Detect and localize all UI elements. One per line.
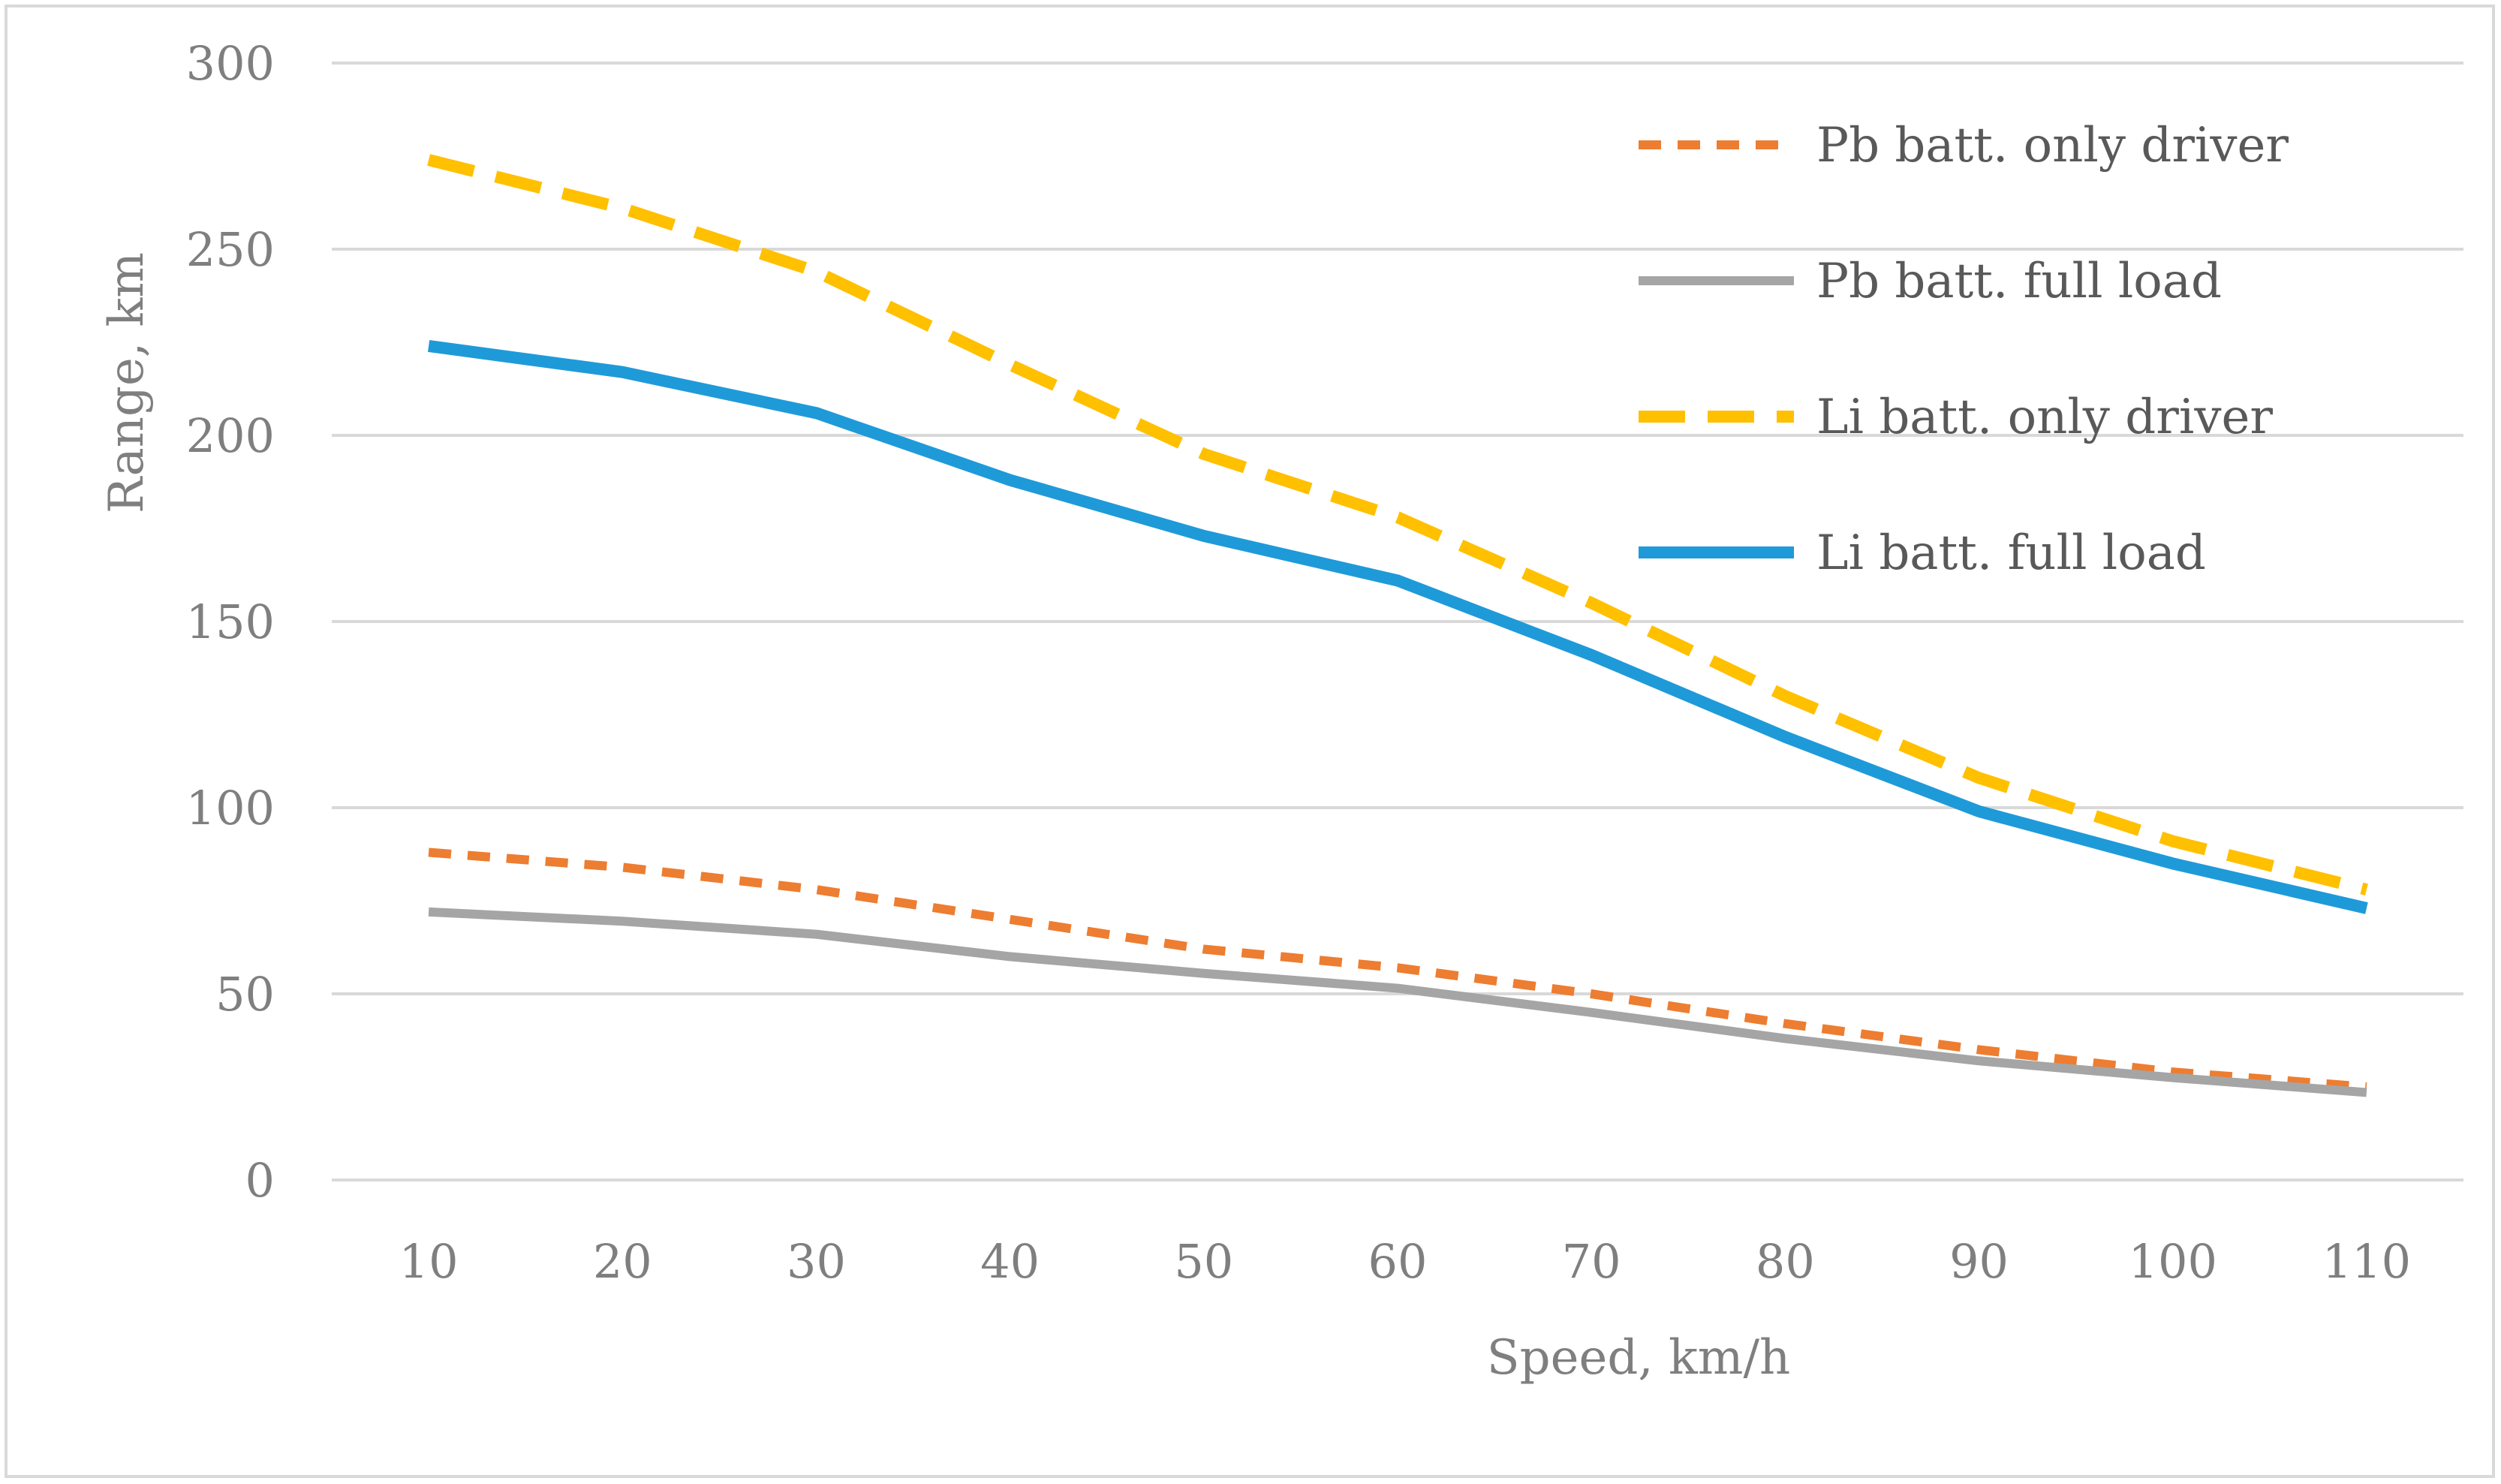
y-tick-label: 100 [186,781,275,835]
x-axis-ticks: 10 20 30 40 50 60 70 80 90 100 110 [399,1234,2411,1289]
x-tick-label: 30 [787,1234,846,1289]
legend-label: Pb batt. only driver [1816,118,2289,173]
x-tick-label: 10 [399,1234,459,1289]
x-tick-label: 90 [1949,1234,2009,1289]
legend: Pb batt. only driver Pb batt. full load Li… [1639,118,2289,581]
y-tick-label: 0 [245,1153,275,1208]
x-tick-label: 80 [1756,1234,1815,1289]
y-tick-label: 250 [186,222,275,277]
series-lines [427,154,2368,1097]
x-tick-label: 100 [2129,1234,2217,1289]
legend-label: Pb batt. full load [1816,254,2222,309]
y-tick-label: 300 [186,36,275,91]
x-tick-label: 40 [980,1234,1040,1289]
legend-label: Li batt. only driver [1816,390,2273,445]
x-tick-label: 70 [1562,1234,1621,1289]
x-axis-title: Speed, km/h [1487,1330,1790,1386]
series-line-3 [427,154,2368,896]
x-tick-label: 50 [1174,1234,1233,1289]
y-tick-label: 150 [186,595,275,649]
x-tick-label: 110 [2322,1234,2411,1289]
x-tick-label: 60 [1368,1234,1428,1289]
y-tick-label: 50 [215,967,275,1022]
gridlines [332,62,2463,1181]
series-line-2 [428,907,2367,1097]
series-line-1 [428,847,2367,1091]
series-line-4 [428,340,2368,914]
x-tick-label: 20 [593,1234,652,1289]
legend-label: Li batt. full load [1816,525,2206,581]
y-tick-label: 200 [186,408,275,463]
y-axis-title: Range, km [99,252,155,513]
y-axis-ticks: 0 50 100 150 200 250 300 [186,36,275,1208]
